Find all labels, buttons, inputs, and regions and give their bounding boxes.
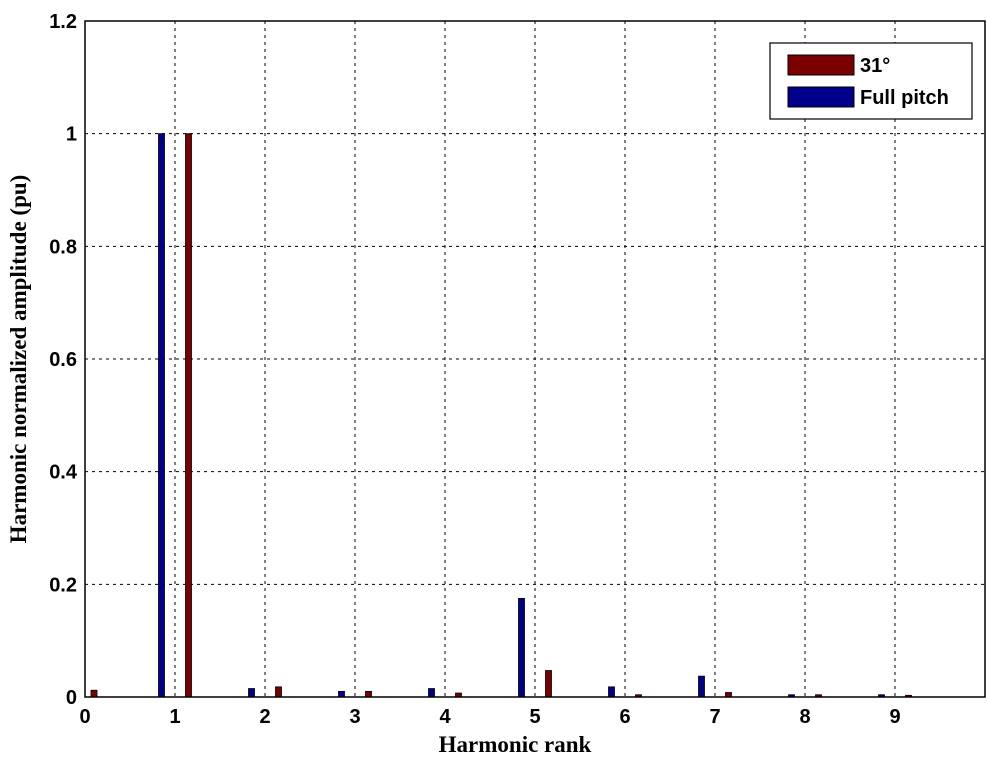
bar [338,690,345,698]
bar [158,133,165,698]
legend-label-full-pitch: Full pitch [860,87,949,109]
y-tick-label: 0.8 [49,236,77,258]
x-tick-label: 6 [619,706,630,728]
x-tick-label: 8 [799,706,810,728]
grid-lines [85,21,985,697]
bars [90,133,912,698]
x-tick-label: 2 [259,706,270,728]
y-tick-label: 0 [66,687,77,709]
legend-label-31deg: 31° [860,55,890,77]
x-tick-label: 4 [439,706,451,728]
x-tick-label: 0 [79,706,90,728]
bar [698,675,705,698]
x-tick-label: 5 [529,706,540,728]
x-tick-label: 7 [709,706,720,728]
y-tick-label: 0.6 [49,349,77,371]
y-tick-label: 0.2 [49,574,77,596]
bar [518,598,525,698]
x-axis-title: Harmonic rank [439,732,592,757]
y-tick-label: 1.2 [49,11,77,33]
y-axis-title: Harmonic normalized amplitude (pu) [6,175,31,544]
x-tick-labels: 0 1 2 3 4 5 6 7 8 9 [79,706,900,728]
bar [545,670,552,698]
bar [608,686,615,698]
bar [365,690,372,698]
bar [275,686,282,698]
x-tick-label: 3 [349,706,360,728]
legend: 31° Full pitch [769,42,973,120]
legend-swatch-31deg [787,54,855,76]
plot-frame [84,20,986,698]
bar [90,689,98,698]
bar [428,688,435,698]
x-tick-label: 1 [169,706,180,728]
x-tick-label: 9 [889,706,900,728]
y-tick-label: 0.4 [49,462,78,484]
bar [248,688,255,698]
y-tick-labels: 0 0.2 0.4 0.6 0.8 1 1.2 [49,11,78,709]
y-tick-label: 1 [66,124,77,146]
legend-swatch-full-pitch [787,86,855,108]
bar [185,133,192,698]
